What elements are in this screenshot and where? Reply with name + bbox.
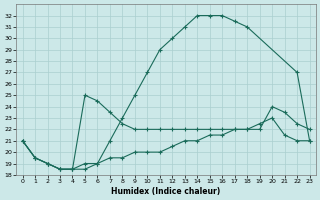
X-axis label: Humidex (Indice chaleur): Humidex (Indice chaleur) [111, 187, 221, 196]
